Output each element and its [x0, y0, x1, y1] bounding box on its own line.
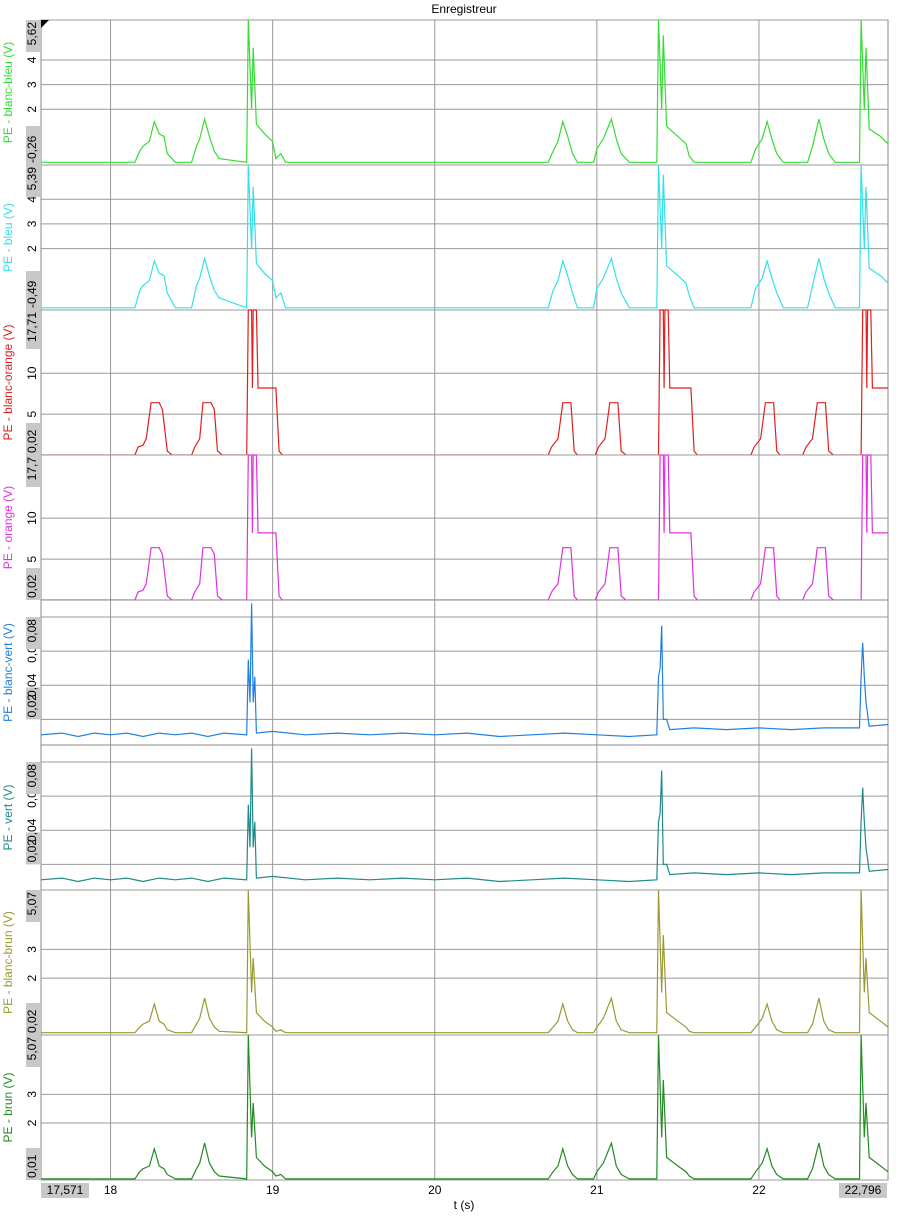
x-tick-label: 21 [590, 1183, 604, 1197]
y-tick-label: 2 [25, 245, 39, 252]
y-tick-label: 3 [25, 81, 39, 88]
y-tick-label: 3 [25, 220, 39, 227]
y-tick-box [26, 165, 40, 197]
y-axis-label: PE - orange (V) [1, 486, 15, 569]
y-tick-label: 4 [25, 196, 39, 203]
y-tick-box [26, 890, 40, 922]
y-tick-label: 0,08 [25, 764, 39, 788]
y-tick-label: 0,08 [25, 619, 39, 643]
y-tick-box [26, 762, 40, 795]
y-axis-label: PE - vert (V) [1, 784, 15, 850]
y-tick-label: 0,02 [25, 429, 39, 453]
y-tick-label: 2 [25, 1119, 39, 1126]
y-tick-box [26, 20, 40, 52]
y-tick-label: 0,04 [25, 673, 39, 697]
y-axis-label: PE - blanc-brun (V) [1, 911, 15, 1014]
y-tick-label: 17,7 [25, 457, 39, 481]
y-tick-label: 5,62 [25, 22, 39, 46]
y-axis-label: PE - blanc-vert (V) [1, 623, 15, 722]
y-tick-box [26, 310, 40, 349]
y-tick-label: -0,49 [25, 280, 39, 308]
x-axis-label: t (s) [454, 1198, 475, 1212]
y-axis-label: PE - brun (V) [1, 1072, 15, 1142]
x-tick-label: 20 [428, 1183, 442, 1197]
trace [41, 889, 889, 1034]
x-tick-label: 17,571 [47, 1183, 84, 1197]
y-tick-label: 5,39 [25, 167, 39, 191]
y-tick-label: 0,01 [25, 1154, 39, 1178]
y-tick-box [26, 271, 40, 310]
y-tick-box [26, 126, 40, 165]
y-tick-box [26, 832, 40, 865]
y-tick-box [26, 455, 40, 487]
y-tick-label: -0,26 [25, 135, 39, 163]
y-tick-box [26, 617, 40, 650]
trace [41, 19, 889, 163]
y-tick-label: 10 [25, 366, 39, 380]
y-tick-label: 5 [25, 411, 39, 418]
y-tick-label: 2 [25, 974, 39, 981]
y-tick-label: 0,02 [25, 694, 39, 718]
y-tick-label: 4 [25, 56, 39, 63]
panel-frame [40, 309, 889, 456]
trace [41, 309, 888, 456]
panel-frame [40, 889, 889, 1036]
y-tick-box [26, 423, 40, 455]
y-tick-box [26, 687, 40, 720]
panel-frame [40, 164, 889, 311]
y-tick-label: 0,02 [25, 574, 39, 598]
y-axis-label: PE - blanc-orange (V) [1, 324, 15, 440]
y-axis-label: PE - blanc-bleu (V) [1, 42, 15, 143]
y-tick-box [26, 568, 40, 600]
y-tick-label: 10 [25, 511, 39, 525]
x-tick-label: 22,796 [845, 1183, 882, 1197]
y-axis-label: PE - bleu (V) [1, 203, 15, 272]
x-tick-label: 22 [752, 1183, 766, 1197]
trace [40, 603, 889, 738]
trace [40, 748, 889, 883]
x-tick-box [41, 1183, 89, 1198]
y-tick-box [26, 1148, 40, 1180]
y-tick-label: 3 [25, 946, 39, 953]
panel-frame [40, 744, 889, 891]
trace [41, 1034, 889, 1180]
cursor-marker [41, 20, 49, 28]
panel-frame [40, 1034, 889, 1181]
panel-frame [40, 599, 889, 746]
y-tick-label: 5,07 [25, 892, 39, 916]
trace [41, 164, 889, 309]
y-tick-label: 0,02 [25, 839, 39, 863]
y-tick-box [26, 1035, 40, 1067]
trace [41, 454, 888, 601]
x-tick-box [839, 1183, 887, 1198]
y-tick-label: 5,07 [25, 1037, 39, 1061]
x-tick-label: 18 [104, 1183, 118, 1197]
y-tick-label: 5 [25, 556, 39, 563]
y-tick-label: 17,71 [25, 312, 39, 342]
y-tick-box [26, 1003, 40, 1035]
chart-title: Enregistreur [431, 2, 496, 16]
y-tick-label: 0,04 [25, 818, 39, 842]
y-tick-label: 3 [25, 1091, 39, 1098]
x-tick-label: 19 [266, 1183, 280, 1197]
panel-frame [40, 19, 889, 166]
y-tick-label: 0,02 [25, 1009, 39, 1033]
y-tick-label: 2 [25, 106, 39, 113]
